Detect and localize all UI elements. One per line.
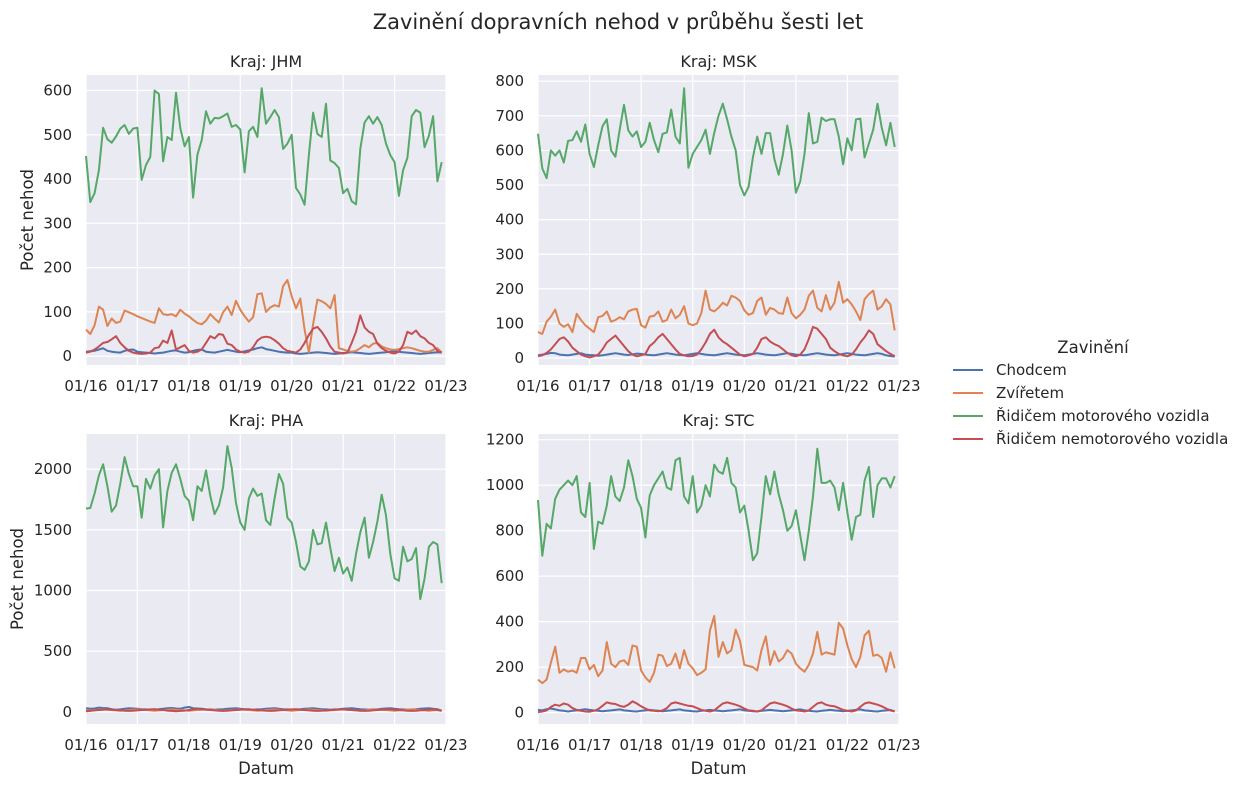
x-tick-label: 01/17 bbox=[568, 736, 611, 754]
y-tick-label: 200 bbox=[43, 259, 72, 277]
y-tick-label: 600 bbox=[43, 81, 72, 99]
y-tick-label: 2000 bbox=[34, 460, 72, 478]
x-tick-label: 01/20 bbox=[723, 736, 766, 754]
x-tick-label: 01/17 bbox=[116, 377, 159, 395]
legend-label-chodcem: Chodcem bbox=[996, 361, 1067, 379]
y-tick-label: 300 bbox=[495, 245, 524, 263]
x-tick-label: 01/17 bbox=[568, 377, 611, 395]
y-tick-label: 500 bbox=[495, 176, 524, 194]
subplot-title: Kraj: PHA bbox=[229, 411, 303, 430]
series-line-chodcem bbox=[85, 346, 442, 355]
y-tick-label: 200 bbox=[495, 658, 524, 676]
legend-label-motor: Řidičem motorového vozidla bbox=[996, 406, 1210, 425]
subplot-title: Kraj: STC bbox=[683, 411, 755, 430]
subplot-title: Kraj: JHM bbox=[230, 52, 302, 71]
y-tick-label: 600 bbox=[495, 141, 524, 159]
x-tick-label: 01/18 bbox=[167, 377, 210, 395]
series-line-zviretem bbox=[537, 615, 896, 685]
x-tick-label: 01/18 bbox=[167, 736, 210, 754]
y-tick-label: 1000 bbox=[486, 476, 524, 494]
figure-title: Zavinění dopravních nehod v průběhu šest… bbox=[373, 10, 864, 34]
y-tick-label: 500 bbox=[43, 642, 72, 660]
y-tick-label: 800 bbox=[495, 522, 524, 540]
legend: Zavinění Chodcem Zvířetem Řidičem motoro… bbox=[953, 338, 1228, 448]
panel-stc: 0 200 400 600 800 1000 1200 01/16 01/17 01/18 01/1… bbox=[486, 411, 921, 778]
x-tick-label: 01/23 bbox=[424, 377, 467, 395]
x-tick-label: 01/21 bbox=[322, 736, 365, 754]
y-tick-label: 400 bbox=[43, 170, 72, 188]
y-tick-label: 0 bbox=[62, 347, 72, 365]
x-axis-label: Datum bbox=[238, 759, 294, 778]
x-tick-label: 01/21 bbox=[774, 377, 817, 395]
y-tick-label: 0 bbox=[62, 703, 72, 721]
legend-title: Zavinění bbox=[1057, 338, 1130, 357]
x-tick-label: 01/20 bbox=[723, 377, 766, 395]
series-line-ridicem-motoroveho-vozidla bbox=[537, 87, 896, 197]
series-line-ridicem-nemotoroveho-vozidla bbox=[85, 314, 443, 355]
y-tick-label: 300 bbox=[43, 214, 72, 232]
y-axis-label: Počet nehod bbox=[18, 169, 37, 271]
y-tick-label: 0 bbox=[514, 704, 524, 722]
x-tick-label: 01/22 bbox=[373, 736, 416, 754]
legend-label-zviretem: Zvířetem bbox=[996, 384, 1064, 402]
series-line-ridicem-motoroveho-vozidla bbox=[537, 447, 896, 562]
x-tick-label: 01/23 bbox=[877, 377, 920, 395]
x-tick-label: 01/23 bbox=[424, 736, 467, 754]
y-tick-label: 800 bbox=[495, 72, 524, 90]
x-tick-label: 01/22 bbox=[826, 377, 869, 395]
series-line-ridicem-motoroveho-vozidla bbox=[85, 445, 443, 600]
y-tick-label: 400 bbox=[495, 211, 524, 229]
panel-pha: 0 500 1000 1500 2000 01/16 01/17 01/18 01/19 01/2… bbox=[8, 411, 468, 778]
x-tick-label: 01/16 bbox=[64, 736, 107, 754]
series-line-ridicem-nemotoroveho-vozidla bbox=[85, 707, 442, 713]
x-tick-label: 01/22 bbox=[373, 377, 416, 395]
y-tick-label: 1500 bbox=[34, 521, 72, 539]
x-tick-label: 01/16 bbox=[516, 736, 559, 754]
panel-msk: 0 100 200 300 400 500 600 700 800 01/16 01/17 01/18… bbox=[495, 52, 920, 395]
y-tick-label: 1200 bbox=[486, 431, 524, 449]
series-line-zviretem bbox=[85, 279, 443, 354]
x-tick-label: 01/16 bbox=[64, 377, 107, 395]
x-axis-label: Datum bbox=[691, 759, 747, 778]
y-tick-label: 600 bbox=[495, 567, 524, 585]
x-tick-label: 01/19 bbox=[219, 736, 262, 754]
legend-label-nemotor: Řidičem nemotorového vozidla bbox=[996, 429, 1228, 448]
series-line-zviretem bbox=[537, 280, 896, 335]
x-tick-label: 01/21 bbox=[774, 736, 817, 754]
x-tick-label: 01/23 bbox=[877, 736, 920, 754]
y-tick-label: 100 bbox=[495, 314, 524, 332]
x-tick-label: 01/20 bbox=[270, 736, 313, 754]
x-tick-label: 01/16 bbox=[516, 377, 559, 395]
y-tick-label: 700 bbox=[495, 107, 524, 125]
y-tick-label: 1000 bbox=[34, 582, 72, 600]
x-tick-label: 01/17 bbox=[116, 736, 159, 754]
series-line-ridicem-nemotoroveho-vozidla bbox=[537, 325, 896, 359]
y-tick-label: 100 bbox=[43, 303, 72, 321]
x-tick-label: 01/18 bbox=[620, 736, 663, 754]
y-tick-label: 200 bbox=[495, 280, 524, 298]
x-tick-label: 01/20 bbox=[270, 377, 313, 395]
x-tick-label: 01/21 bbox=[322, 377, 365, 395]
subplot-title: Kraj: MSK bbox=[680, 52, 757, 71]
y-tick-label: 0 bbox=[514, 349, 524, 367]
panel-jhm: 0 100 200 300 400 500 600 01/16 01/17 01/18 01/19 0… bbox=[18, 52, 468, 395]
series-line-chodcem bbox=[537, 707, 896, 713]
x-tick-label: 01/19 bbox=[671, 377, 714, 395]
y-tick-label: 400 bbox=[495, 613, 524, 631]
x-tick-label: 01/18 bbox=[620, 377, 663, 395]
x-tick-label: 01/19 bbox=[671, 736, 714, 754]
plot-area bbox=[86, 434, 446, 724]
series-line-ridicem-motoroveho-vozidla bbox=[85, 87, 443, 206]
x-tick-label: 01/19 bbox=[219, 377, 262, 395]
series-line-ridicem-nemotoroveho-vozidla bbox=[537, 700, 895, 714]
y-axis-label: Počet nehod bbox=[8, 528, 27, 630]
y-tick-label: 500 bbox=[43, 126, 72, 144]
plot-area bbox=[538, 434, 899, 724]
x-tick-label: 01/22 bbox=[826, 736, 869, 754]
